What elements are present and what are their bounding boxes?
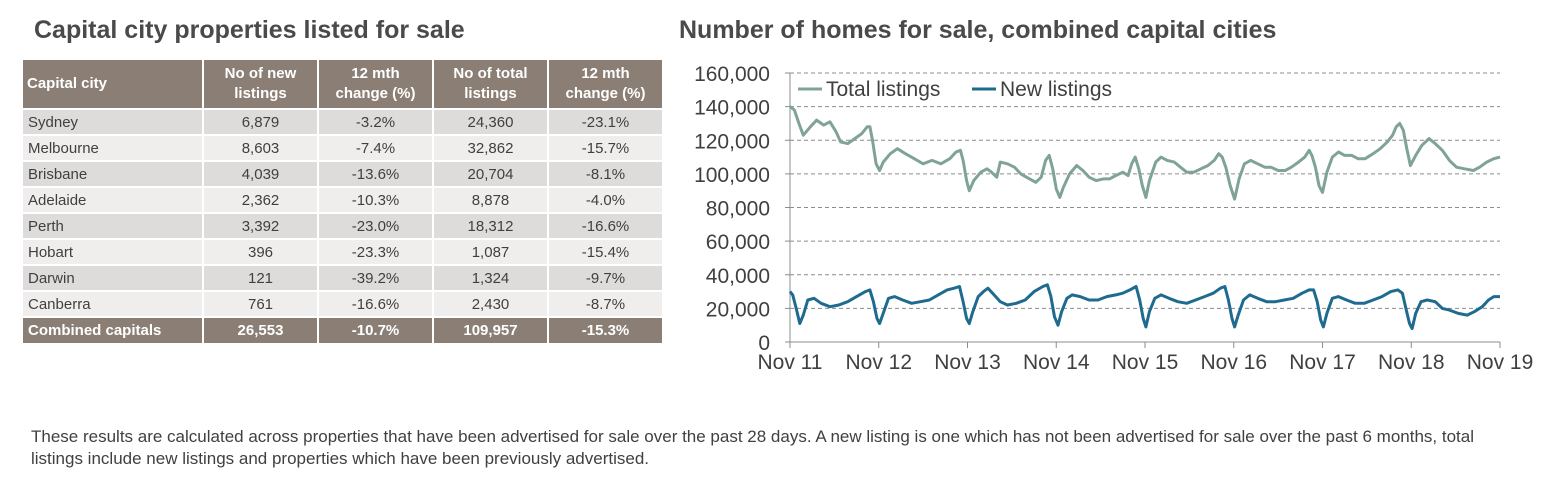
total-change-cell: -23.1% xyxy=(547,108,664,136)
new-listings-line xyxy=(788,283,1500,331)
new-cell: 761 xyxy=(202,290,319,318)
x-tick-label: Nov 18 xyxy=(1378,351,1445,374)
city-cell: Darwin xyxy=(21,264,204,292)
x-tick-label: Nov 14 xyxy=(1023,351,1090,374)
legend-label: New listings xyxy=(1000,78,1112,101)
listings-line-chart: 0 20,000 40,000 60,000 80,000 100,000 120,000 1… xyxy=(694,63,1534,374)
x-tick-label: Nov 15 xyxy=(1112,351,1179,374)
new-cell: 26,553 xyxy=(202,316,319,345)
table-row: Adelaide 2,362 -10.3% 8,878 -4.0% xyxy=(21,186,664,214)
total-cell: 2,430 xyxy=(432,290,549,318)
header-new-listings: No of new listings xyxy=(202,58,319,110)
total-cell: 24,360 xyxy=(432,108,549,136)
total-cell: 109,957 xyxy=(432,316,549,345)
table-row: Hobart 396 -23.3% 1,087 -15.4% xyxy=(21,238,664,266)
header-new-change: 12 mth change (%) xyxy=(317,58,434,110)
new-change-cell: -10.7% xyxy=(317,316,434,345)
listings-table: Capital city No of new listings 12 mth c… xyxy=(21,58,664,345)
y-tick-label: 160,000 xyxy=(694,63,770,86)
series-lines xyxy=(788,105,1501,331)
x-tick-label: Nov 13 xyxy=(934,351,1001,374)
new-cell: 6,879 xyxy=(202,108,319,136)
total-cell: 1,324 xyxy=(432,264,549,292)
footnote: These results are calculated across prop… xyxy=(31,427,1474,468)
city-cell: Adelaide xyxy=(21,186,204,214)
table-row: Canberra 761 -16.6% 2,430 -8.7% xyxy=(21,290,664,318)
table-row: Perth 3,392 -23.0% 18,312 -16.6% xyxy=(21,212,664,240)
total-change-cell: -15.3% xyxy=(547,316,664,345)
new-cell: 4,039 xyxy=(202,160,319,188)
total-listings-line xyxy=(789,105,1501,201)
total-cell: 32,862 xyxy=(432,134,549,162)
header-total-listings: No of total listings xyxy=(432,58,549,110)
new-change-cell: -3.2% xyxy=(317,108,434,136)
city-cell: Melbourne xyxy=(21,134,204,162)
new-cell: 2,362 xyxy=(202,186,319,214)
x-tick-label: Nov 11 xyxy=(758,351,823,374)
table-row: Brisbane 4,039 -13.6% 20,704 -8.1% xyxy=(21,160,664,188)
total-cell: 1,087 xyxy=(432,238,549,266)
legend: Total listings New listings xyxy=(798,78,1112,101)
total-change-cell: -8.1% xyxy=(547,160,664,188)
x-tick-label: Nov 16 xyxy=(1200,351,1267,374)
x-tick-label: Nov 12 xyxy=(845,351,912,374)
total-change-cell: -8.7% xyxy=(547,290,664,318)
total-change-cell: -15.4% xyxy=(547,238,664,266)
total-change-cell: -15.7% xyxy=(547,134,664,162)
header-capital-city: Capital city xyxy=(21,58,204,110)
total-cell: 18,312 xyxy=(432,212,549,240)
total-change-cell: -4.0% xyxy=(547,186,664,214)
new-cell: 3,392 xyxy=(202,212,319,240)
x-axis-ticks: Nov 11 Nov 12 Nov 13 Nov 14 Nov 15 Nov 16 Nov … xyxy=(758,342,1534,374)
y-tick-label: 140,000 xyxy=(694,97,770,120)
new-change-cell: -7.4% xyxy=(317,134,434,162)
x-tick-label: Nov 17 xyxy=(1289,351,1356,374)
y-tick-label: 0 xyxy=(758,332,770,355)
city-cell: Sydney xyxy=(21,108,204,136)
new-change-cell: -23.0% xyxy=(317,212,434,240)
legend-label: Total listings xyxy=(826,78,940,101)
new-change-cell: -39.2% xyxy=(317,264,434,292)
y-tick-label: 120,000 xyxy=(694,130,770,153)
new-cell: 121 xyxy=(202,264,319,292)
y-tick-label: 40,000 xyxy=(706,265,770,288)
chart-title: Number of homes for sale, combined capit… xyxy=(679,16,1277,44)
y-tick-label: 20,000 xyxy=(706,298,770,321)
y-tick-label: 100,000 xyxy=(694,164,770,187)
gridlines xyxy=(789,72,1500,343)
new-cell: 396 xyxy=(202,238,319,266)
new-change-cell: -10.3% xyxy=(317,186,434,214)
total-change-cell: -16.6% xyxy=(547,212,664,240)
table-row: Sydney 6,879 -3.2% 24,360 -23.1% xyxy=(21,108,664,136)
new-cell: 8,603 xyxy=(202,134,319,162)
city-cell: Hobart xyxy=(21,238,204,266)
table-header-row: Capital city No of new listings 12 mth c… xyxy=(21,58,664,110)
city-cell: Brisbane xyxy=(21,160,204,188)
new-change-cell: -23.3% xyxy=(317,238,434,266)
city-cell: Perth xyxy=(21,212,204,240)
y-axis-ticks: 0 20,000 40,000 60,000 80,000 100,000 120,000 1… xyxy=(694,63,790,355)
y-tick-label: 60,000 xyxy=(706,231,770,254)
new-change-cell: -13.6% xyxy=(317,160,434,188)
new-change-cell: -16.6% xyxy=(317,290,434,318)
total-cell: 20,704 xyxy=(432,160,549,188)
y-tick-label: 80,000 xyxy=(706,198,770,221)
header-total-change: 12 mth change (%) xyxy=(547,58,664,110)
table-row: Melbourne 8,603 -7.4% 32,862 -15.7% xyxy=(21,134,664,162)
city-cell: Combined capitals xyxy=(21,316,204,345)
table-title: Capital city properties listed for sale xyxy=(34,16,465,44)
table-row: Darwin 121 -39.2% 1,324 -9.7% xyxy=(21,264,664,292)
total-cell: 8,878 xyxy=(432,186,549,214)
x-tick-label: Nov 19 xyxy=(1467,351,1534,374)
total-change-cell: -9.7% xyxy=(547,264,664,292)
city-cell: Canberra xyxy=(21,290,204,318)
table-total-row: Combined capitals 26,553 -10.7% 109,957 … xyxy=(21,316,664,345)
